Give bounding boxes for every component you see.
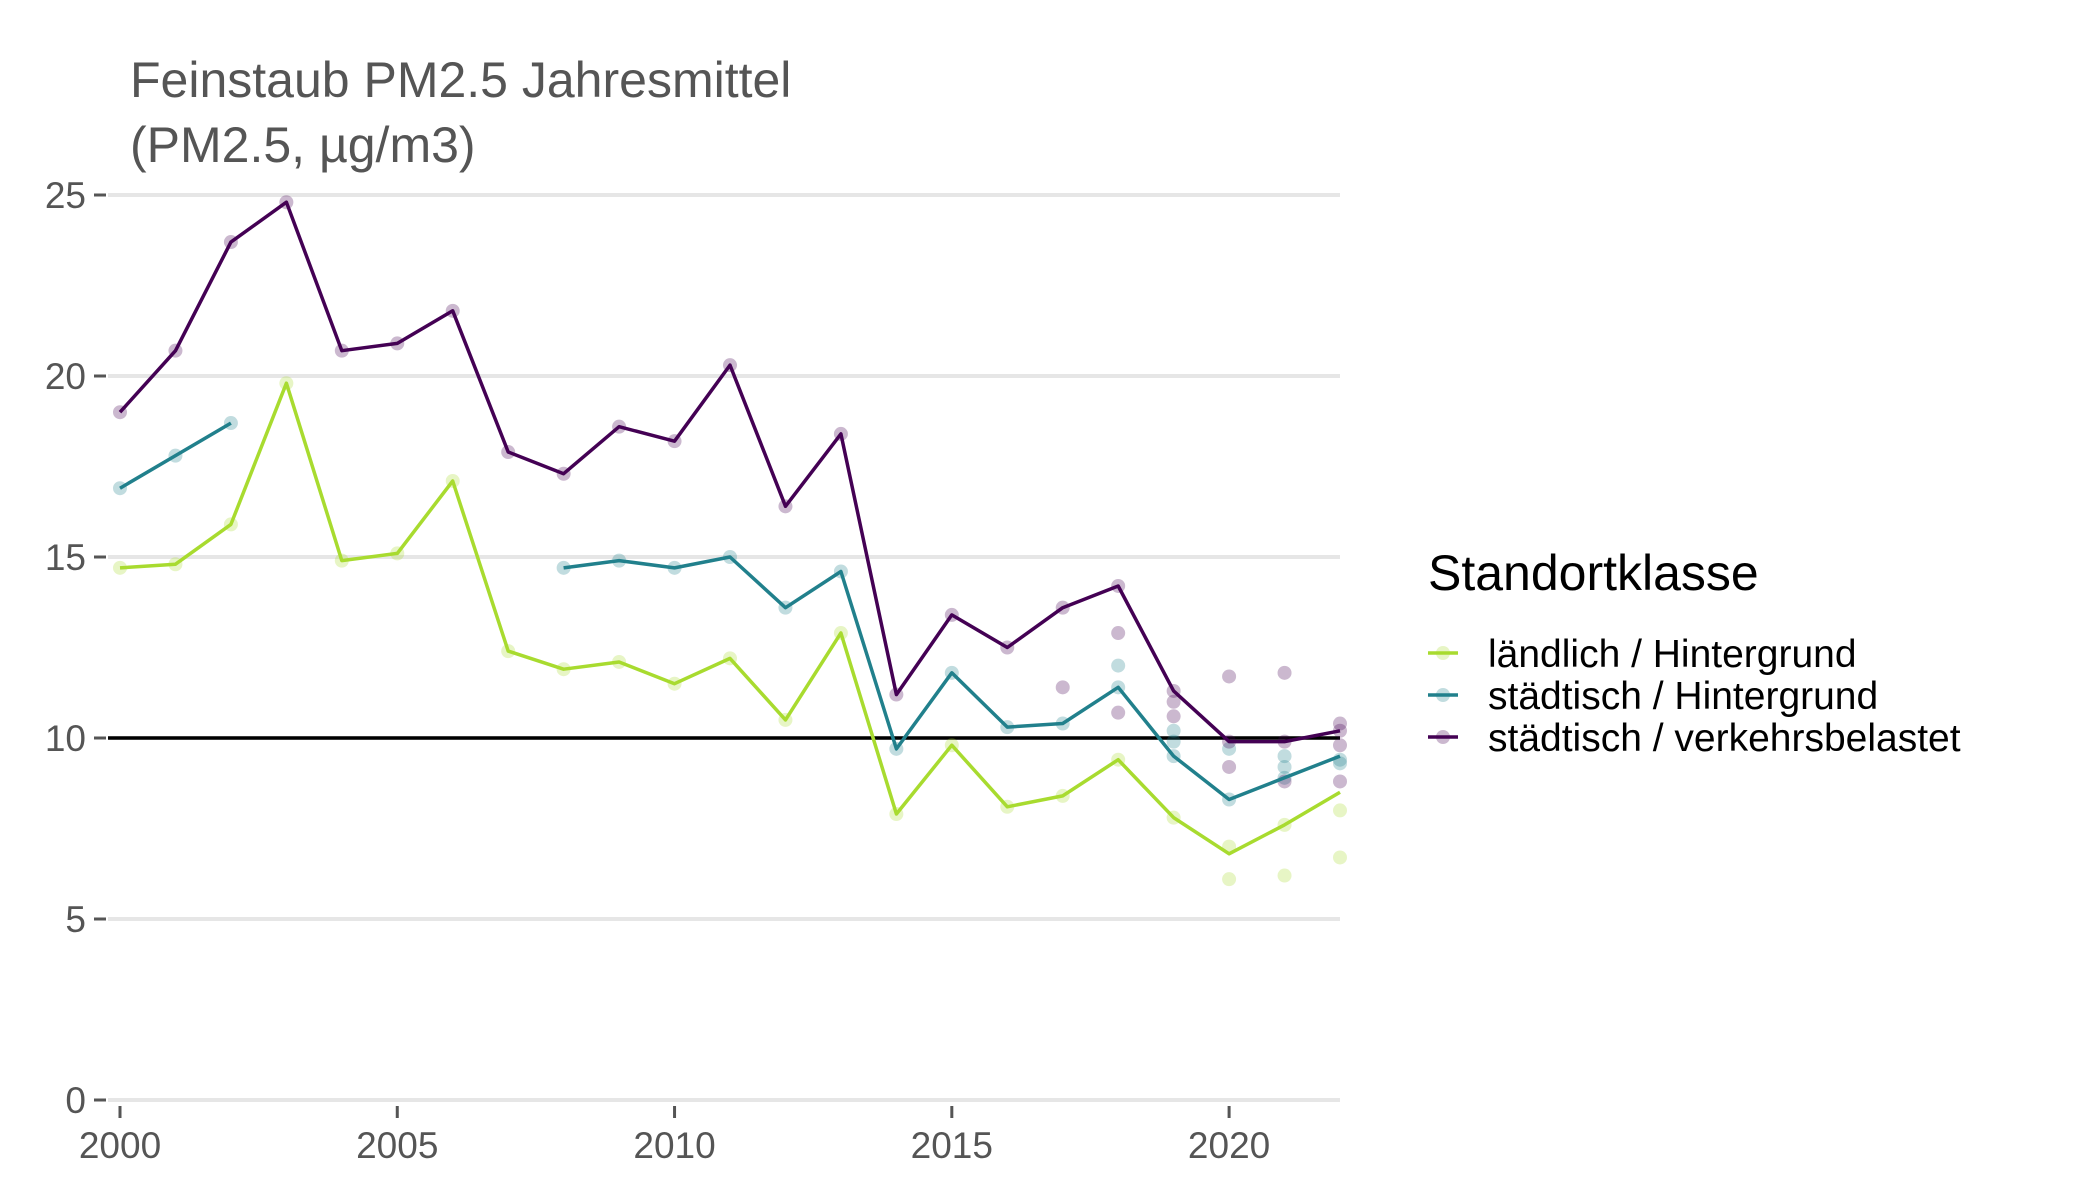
chart-title: Feinstaub PM2.5 Jahresmittel: [130, 52, 791, 108]
x-tick-label: 2015: [911, 1125, 993, 1166]
data-point: [1055, 680, 1070, 695]
legend-key-point: [1436, 646, 1450, 660]
x-tick-label: 2005: [356, 1125, 438, 1166]
data-point: [1222, 741, 1237, 756]
series-line: [563, 555, 1341, 802]
legend-key-point: [1436, 730, 1450, 744]
data-points: [113, 195, 1347, 887]
data-point: [1333, 774, 1347, 789]
legend-label: städtisch / Hintergrund: [1488, 675, 1878, 718]
x-tick-label: 2010: [633, 1125, 715, 1166]
data-point: [1277, 759, 1292, 774]
x-tick-label: 2020: [1188, 1125, 1270, 1166]
data-point: [1333, 723, 1347, 738]
series-line: [119, 421, 232, 490]
data-point: [1333, 850, 1347, 865]
legend-label: ländlich / Hintergrund: [1488, 633, 1857, 676]
chart-subtitle: (PM2.5, µg/m3): [130, 117, 476, 173]
data-lines: [118, 200, 1341, 856]
y-tick-label: 25: [45, 175, 86, 216]
y-tick-label: 0: [65, 1080, 86, 1121]
data-point: [1333, 756, 1347, 771]
axes: 0 5 10 15 20 25 2000 2005 2010 2015 2020: [45, 175, 1270, 1166]
data-point: [1222, 872, 1237, 887]
data-point: [1166, 694, 1181, 709]
gridlines: [108, 193, 1340, 1102]
data-point: [1222, 759, 1237, 774]
data-point: [1333, 803, 1347, 818]
y-tick-label: 10: [45, 718, 86, 759]
data-point: [1166, 709, 1181, 724]
series-line: [118, 200, 1341, 744]
data-point: [1277, 749, 1292, 764]
data-point: [1222, 669, 1237, 684]
legend-title: Standortklasse: [1428, 545, 1759, 601]
data-point: [1111, 705, 1126, 720]
legend-key-point: [1436, 688, 1450, 702]
x-tick-label: 2000: [79, 1125, 161, 1166]
y-tick-label: 20: [45, 356, 86, 397]
data-point: [1333, 716, 1347, 731]
series-line: [119, 381, 1341, 856]
data-point: [1111, 658, 1126, 673]
legend-label: städtisch / verkehrsbelastet: [1488, 717, 1961, 760]
data-point: [1166, 734, 1181, 749]
y-tick-label: 5: [65, 899, 86, 940]
data-point: [1166, 723, 1181, 738]
data-point: [1333, 738, 1347, 753]
data-point: [1111, 626, 1126, 641]
data-point: [1277, 665, 1292, 680]
data-point: [1277, 868, 1292, 883]
y-tick-label: 15: [45, 537, 86, 578]
legend: Standortklasse ländlich / Hintergrundstä…: [1428, 545, 1961, 760]
